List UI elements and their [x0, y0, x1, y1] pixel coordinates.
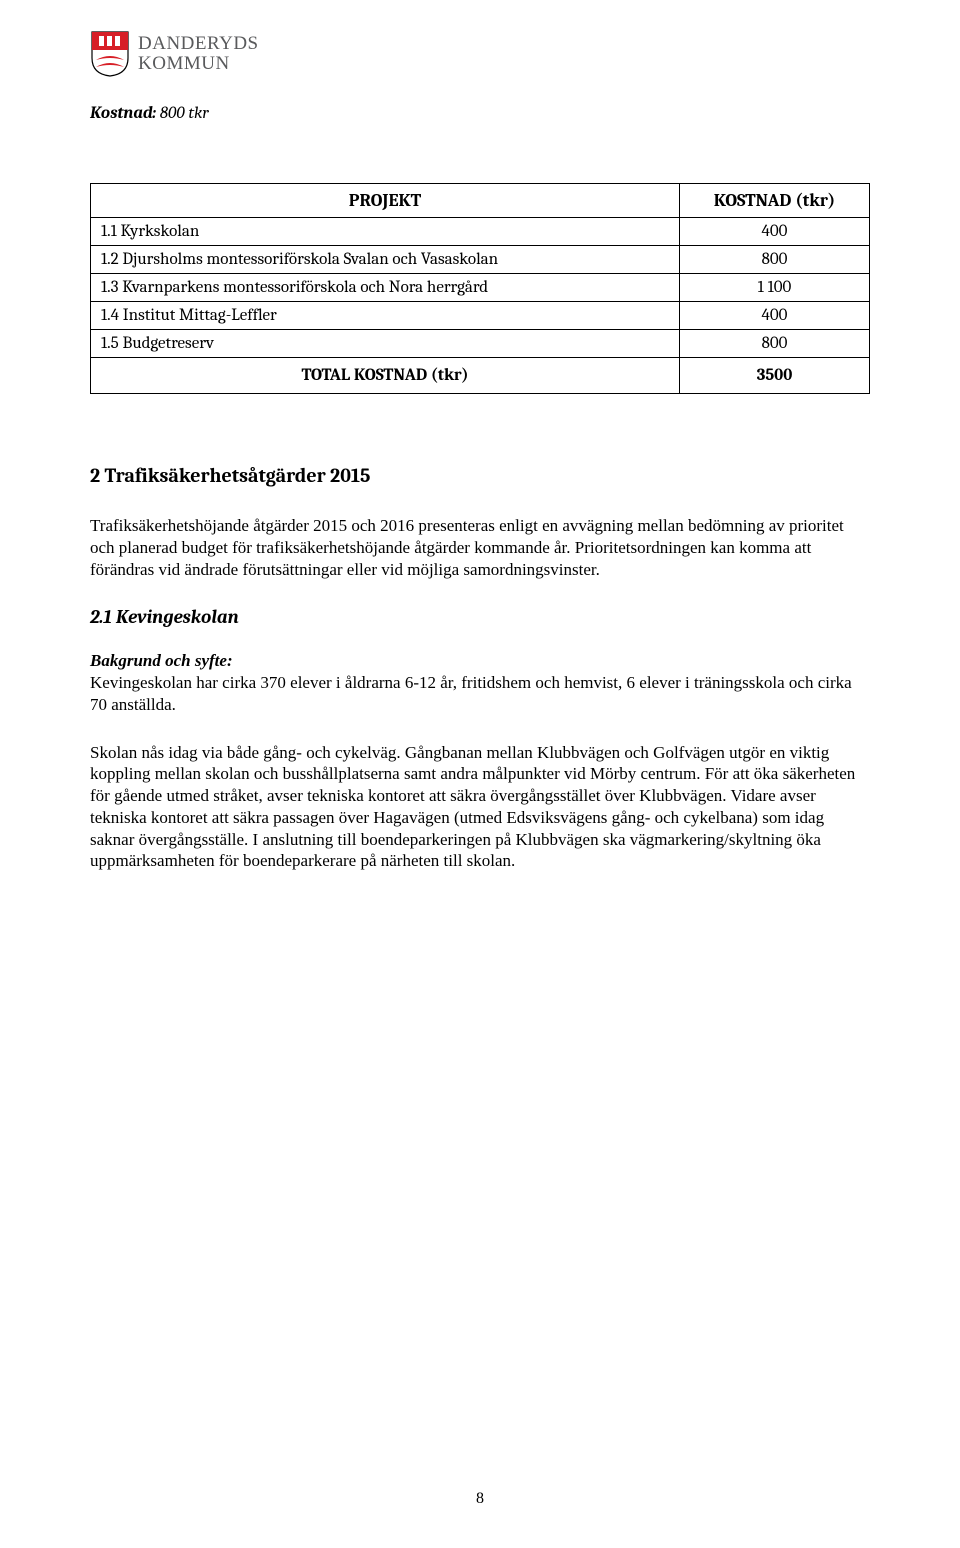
row-cost: 800: [680, 330, 870, 358]
table-row: 1.2 Djursholms montessoriförskola Svalan…: [91, 246, 870, 274]
municipality-shield-icon: [90, 30, 130, 78]
section-2-title: 2 Trafiksäkerhetsåtgärder 2015: [90, 464, 870, 487]
total-value: 3500: [680, 358, 870, 394]
bakgrund-label: Bakgrund och syfte:: [90, 651, 233, 670]
kostnad-value: 800 tkr: [160, 104, 209, 123]
section-2-intro: Trafiksäkerhetshöjande åtgärder 2015 och…: [90, 515, 870, 580]
row-label: 1.4 Institut Mittag-Leffler: [91, 302, 680, 330]
table-row: 1.1 Kyrkskolan 400: [91, 218, 870, 246]
total-label: TOTAL KOSTNAD (tkr): [91, 358, 680, 394]
page-header: DANDERYDS KOMMUN: [90, 30, 870, 78]
row-cost: 400: [680, 302, 870, 330]
projekt-table: PROJEKT KOSTNAD (tkr) 1.1 Kyrkskolan 400…: [90, 183, 870, 394]
page-number: 8: [0, 1490, 960, 1508]
kostnad-line: Kostnad: 800 tkr: [90, 104, 870, 123]
table-row: 1.4 Institut Mittag-Leffler 400: [91, 302, 870, 330]
col-projekt: PROJEKT: [91, 184, 680, 218]
total-row: TOTAL KOSTNAD (tkr) 3500: [91, 358, 870, 394]
table-row: 1.3 Kvarnparkens montessoriförskola och …: [91, 274, 870, 302]
row-label: 1.2 Djursholms montessoriförskola Svalan…: [91, 246, 680, 274]
row-label: 1.3 Kvarnparkens montessoriförskola och …: [91, 274, 680, 302]
row-label: 1.1 Kyrkskolan: [91, 218, 680, 246]
org-name: DANDERYDS KOMMUN: [138, 34, 259, 74]
bakgrund-paragraph: Bakgrund och syfte: Kevingeskolan har ci…: [90, 650, 870, 715]
row-cost: 800: [680, 246, 870, 274]
row-label: 1.5 Budgetreserv: [91, 330, 680, 358]
org-line-1: DANDERYDS: [138, 34, 259, 54]
row-cost: 1 100: [680, 274, 870, 302]
col-kostnad: KOSTNAD (tkr): [680, 184, 870, 218]
bakgrund-para2: Skolan nås idag via både gång- och cykel…: [90, 742, 870, 873]
row-cost: 400: [680, 218, 870, 246]
kostnad-label: Kostnad:: [90, 104, 156, 123]
table-row: 1.5 Budgetreserv 800: [91, 330, 870, 358]
bakgrund-para1: Kevingeskolan har cirka 370 elever i åld…: [90, 673, 852, 714]
org-line-2: KOMMUN: [138, 54, 259, 74]
subsection-2-1-title: 2.1 Kevingeskolan: [90, 606, 870, 628]
